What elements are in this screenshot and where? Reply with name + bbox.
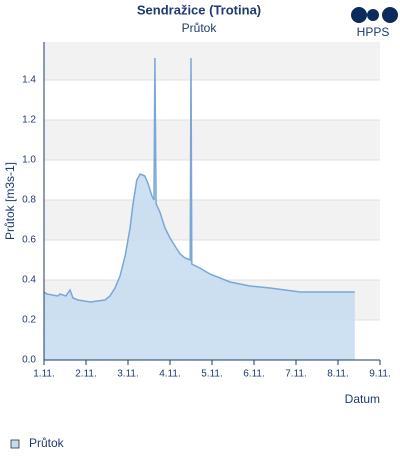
- x-tick-label: 4.11.: [159, 369, 181, 380]
- x-tick-label: 8.11.: [327, 369, 349, 380]
- logo-text: HPPS: [357, 25, 390, 39]
- x-axis-label: Datum: [345, 392, 380, 406]
- x-tick-label: 1.11.: [33, 369, 55, 380]
- y-tick-label: 0.2: [22, 315, 36, 326]
- y-tick-label: 0.6: [22, 235, 36, 246]
- legend-label: Průtok: [29, 436, 65, 450]
- x-tick-label: 5.11.: [201, 369, 223, 380]
- plot-band: [44, 200, 380, 240]
- area-fill: [44, 58, 355, 360]
- chart-subtitle: Průtok: [182, 21, 218, 35]
- y-tick-label: 1.4: [22, 75, 36, 86]
- x-tick-label: 6.11.: [243, 369, 265, 380]
- y-tick-label: 0.4: [22, 275, 36, 286]
- logo-dot: [367, 9, 379, 21]
- logo: HPPS: [351, 7, 398, 39]
- y-axis-label: Průtok [m3s-1]: [3, 162, 17, 240]
- legend-marker: [10, 439, 20, 449]
- x-tick-label: 2.11.: [75, 369, 97, 380]
- y-tick-label: 1.0: [22, 155, 36, 166]
- plot-band: [44, 42, 380, 80]
- area-line: [43, 57, 355, 303]
- y-tick-label: 1.2: [22, 115, 36, 126]
- y-tick-label: 0.0: [22, 355, 36, 366]
- plot-band: [44, 120, 380, 160]
- logo-dot: [382, 7, 398, 23]
- x-tick-label: 9.11.: [369, 369, 391, 380]
- y-tick-label: 0.8: [22, 195, 36, 206]
- x-tick-label: 3.11.: [117, 369, 139, 380]
- chart-title: Sendražice (Trotina): [137, 2, 261, 17]
- x-tick-label: 7.11.: [285, 369, 307, 380]
- logo-dot: [351, 7, 367, 23]
